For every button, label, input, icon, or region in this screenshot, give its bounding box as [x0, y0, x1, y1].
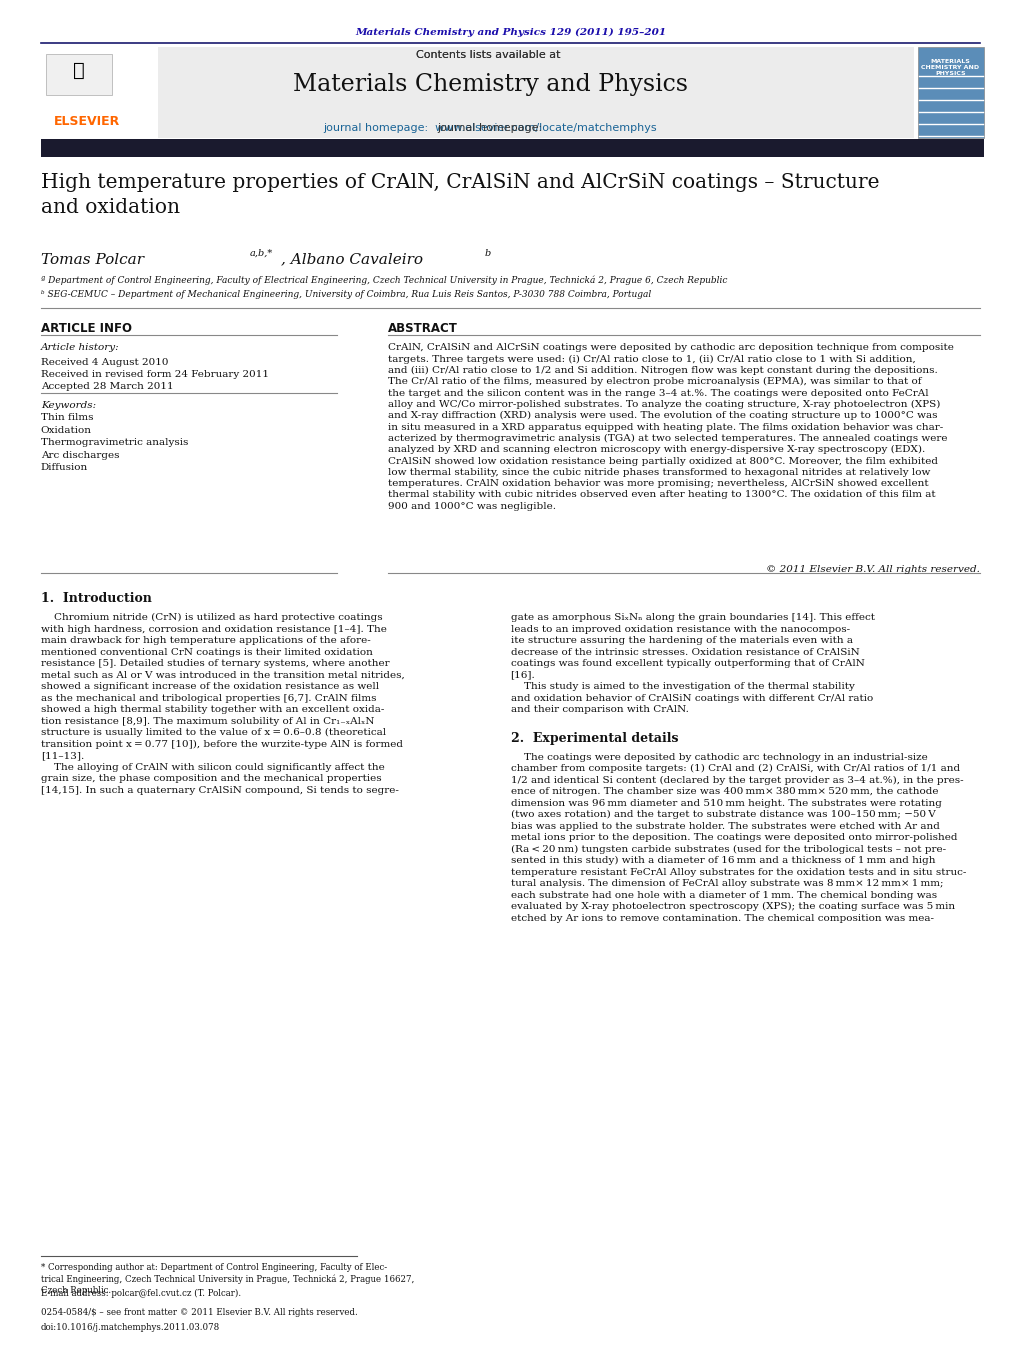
Text: 2.  Experimental details: 2. Experimental details: [510, 732, 678, 746]
FancyBboxPatch shape: [46, 54, 112, 95]
FancyBboxPatch shape: [41, 47, 158, 138]
Text: E-mail address: polcar@fel.cvut.cz (T. Polcar).: E-mail address: polcar@fel.cvut.cz (T. P…: [41, 1289, 241, 1298]
Text: 1.  Introduction: 1. Introduction: [41, 592, 152, 605]
Text: ARTICLE INFO: ARTICLE INFO: [41, 322, 132, 335]
Text: b: b: [485, 249, 491, 258]
Text: Thermogravimetric analysis: Thermogravimetric analysis: [41, 438, 188, 447]
FancyBboxPatch shape: [41, 139, 984, 157]
Text: , Albano Cavaleiro: , Albano Cavaleiro: [281, 253, 423, 266]
Text: Contents lists available at: Contents lists available at: [417, 50, 564, 59]
Text: gate as amorphous SiₓNₙ along the grain boundaries [14]. This effect
leads to an: gate as amorphous SiₓNₙ along the grain …: [510, 613, 875, 713]
Text: journal homepage:  www.elsevier.com/locate/matchemphys: journal homepage: www.elsevier.com/locat…: [324, 123, 657, 132]
Text: Accepted 28 March 2011: Accepted 28 March 2011: [41, 382, 174, 392]
Text: 0254-0584/$ – see front matter © 2011 Elsevier B.V. All rights reserved.: 0254-0584/$ – see front matter © 2011 El…: [41, 1308, 357, 1317]
Text: Materials Chemistry and Physics: Materials Chemistry and Physics: [293, 73, 687, 96]
Text: ABSTRACT: ABSTRACT: [388, 322, 457, 335]
Text: doi:10.1016/j.matchemphys.2011.03.078: doi:10.1016/j.matchemphys.2011.03.078: [41, 1323, 221, 1332]
Text: ᵇ SEG-CEMUC – Department of Mechanical Engineering, University of Coimbra, Rua L: ᵇ SEG-CEMUC – Department of Mechanical E…: [41, 290, 651, 300]
Text: Article history:: Article history:: [41, 343, 119, 353]
Text: Received in revised form 24 February 2011: Received in revised form 24 February 201…: [41, 370, 269, 380]
Text: Materials Chemistry and Physics 129 (2011) 195–201: Materials Chemistry and Physics 129 (201…: [355, 28, 666, 38]
Text: Diffusion: Diffusion: [41, 463, 88, 471]
Text: ª Department of Control Engineering, Faculty of Electrical Engineering, Czech Te: ª Department of Control Engineering, Fac…: [41, 276, 727, 285]
Text: Contents lists available at: Contents lists available at: [417, 50, 564, 59]
Text: 🌳: 🌳: [72, 61, 85, 80]
FancyBboxPatch shape: [41, 47, 914, 138]
Text: Arc discharges: Arc discharges: [41, 451, 119, 459]
Text: The coatings were deposited by cathodic arc technology in an industrial-size
cha: The coatings were deposited by cathodic …: [510, 753, 966, 923]
Text: © 2011 Elsevier B.V. All rights reserved.: © 2011 Elsevier B.V. All rights reserved…: [767, 565, 980, 574]
Text: Thin films: Thin films: [41, 413, 93, 423]
Text: a,b,*: a,b,*: [250, 249, 274, 258]
Text: Oxidation: Oxidation: [41, 426, 92, 435]
Text: MATERIALS
CHEMISTRY AND
PHYSICS: MATERIALS CHEMISTRY AND PHYSICS: [922, 59, 979, 76]
Text: High temperature properties of CrAlN, CrAlSiN and AlCrSiN coatings – Structure
a: High temperature properties of CrAlN, Cr…: [41, 173, 879, 218]
Text: * Corresponding author at: Department of Control Engineering, Faculty of Elec-
t: * Corresponding author at: Department of…: [41, 1263, 415, 1296]
Text: ELSEVIER: ELSEVIER: [54, 115, 120, 128]
Text: Received 4 August 2010: Received 4 August 2010: [41, 358, 168, 367]
Text: Chromium nitride (CrN) is utilized as hard protective coatings
with high hardnes: Chromium nitride (CrN) is utilized as ha…: [41, 613, 404, 794]
Text: Keywords:: Keywords:: [41, 401, 96, 411]
Text: Tomas Polcar: Tomas Polcar: [41, 253, 144, 266]
Text: CrAlN, CrAlSiN and AlCrSiN coatings were deposited by cathodic arc deposition te: CrAlN, CrAlSiN and AlCrSiN coatings were…: [388, 343, 954, 511]
Text: journal homepage:: journal homepage:: [438, 123, 542, 132]
FancyBboxPatch shape: [918, 47, 984, 138]
